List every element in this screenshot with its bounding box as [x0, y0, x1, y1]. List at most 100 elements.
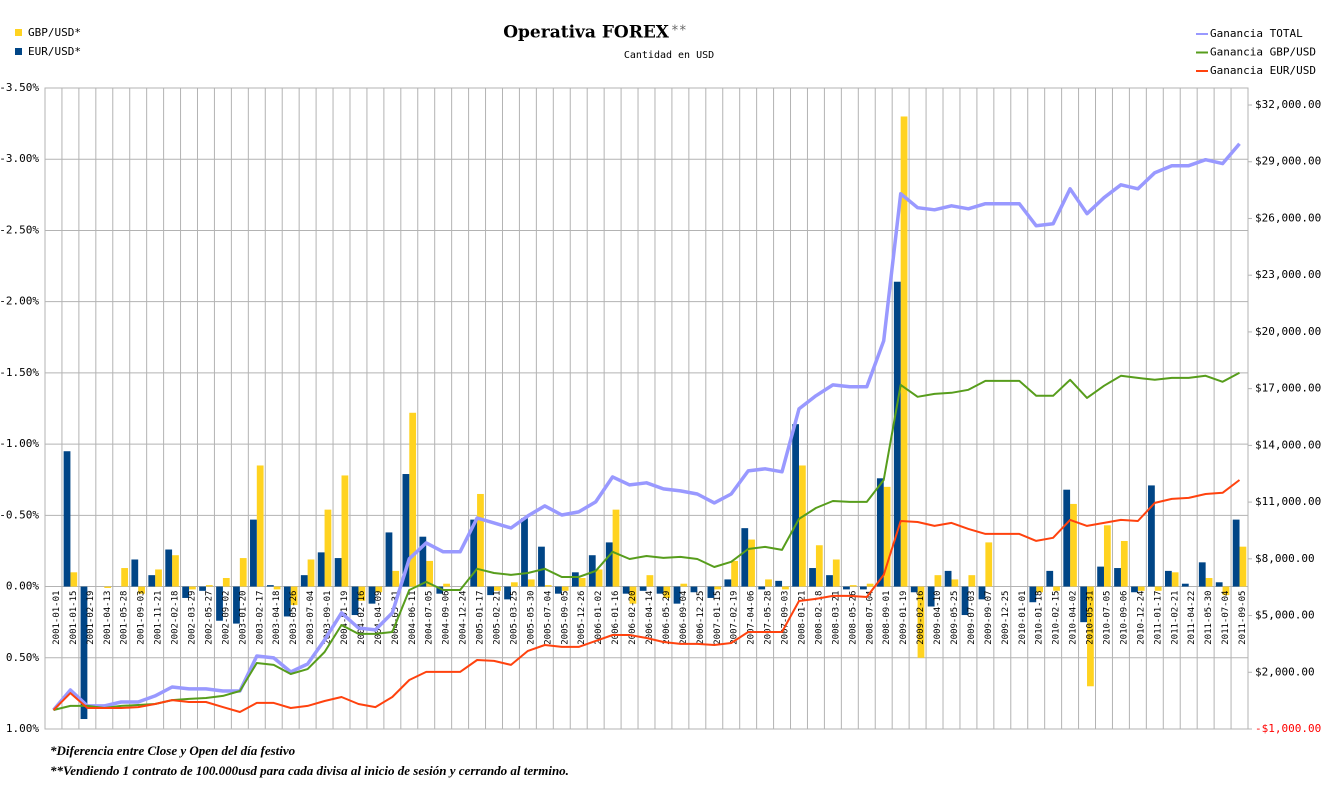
bar: [893, 281, 901, 587]
x-tick-label: 2006-12-25: [696, 591, 706, 645]
bar: [436, 586, 444, 594]
bar: [1087, 586, 1094, 687]
bar: [639, 586, 647, 591]
bar: [1154, 586, 1162, 591]
plot-area: [44, 87, 1249, 730]
bar: [968, 575, 976, 587]
bar: [300, 575, 308, 587]
y2-tick-label: $5,000.00: [1255, 609, 1315, 622]
bar: [555, 586, 562, 594]
bar: [1114, 568, 1121, 587]
bar: [283, 586, 291, 617]
bar: [826, 575, 833, 587]
bar: [859, 586, 867, 590]
x-tick-label: 2007-02-19: [730, 591, 740, 645]
bar: [402, 474, 410, 587]
bar: [233, 586, 240, 624]
bar: [1120, 540, 1128, 587]
x-tick-label: 2005-03-25: [510, 591, 520, 645]
x-tick-label: 2003-05-26: [289, 591, 299, 645]
x-tick-label: 2006-01-02: [594, 591, 604, 645]
bar: [419, 536, 427, 587]
bar: [527, 579, 535, 587]
x-tick-label: 2001-09-03: [137, 591, 147, 645]
y2-tick-label: $29,000.00: [1255, 155, 1321, 168]
y-tick-label: -2.50%: [0, 223, 39, 236]
x-tick-label: 2003-04-18: [272, 591, 282, 645]
bar: [595, 569, 603, 587]
bar: [1046, 570, 1054, 587]
bar: [561, 586, 569, 591]
bar: [1029, 586, 1037, 603]
y-tick-label: 0.00%: [6, 580, 39, 593]
x-tick-label: 2003-09-01: [323, 591, 333, 645]
legend-label: EUR/USD*: [28, 45, 81, 58]
x-tick-label: 2009-02-16: [916, 591, 926, 645]
bar: [663, 586, 671, 598]
bar: [588, 555, 596, 587]
bar: [104, 586, 112, 588]
chart-title: Operativa FOREX: [503, 23, 670, 43]
x-tick-label: 2006-05-29: [662, 591, 672, 645]
y-tick-label: -1.50%: [0, 366, 39, 379]
bar: [1103, 525, 1111, 587]
bar: [256, 465, 264, 587]
bar: [182, 586, 190, 598]
x-tick-label: 2004-05-31: [391, 591, 401, 645]
bar: [765, 579, 772, 587]
x-tick-label: 2004-02-16: [357, 591, 367, 645]
bar: [273, 586, 281, 590]
x-tick-label: 2006-02-20: [628, 591, 638, 645]
bar: [250, 519, 257, 587]
bar: [680, 583, 688, 587]
bar: [1053, 586, 1060, 591]
x-tick-label: 2011-01-17: [1153, 591, 1163, 645]
x-tick-label: 2009-04-10: [933, 591, 943, 645]
x-tick-label: 2005-07-04: [543, 591, 553, 645]
y-tick-label: 0.50%: [6, 651, 39, 664]
x-tick-label: 2001-04-13: [103, 591, 113, 645]
title-mark: **: [671, 24, 687, 39]
bar: [961, 586, 969, 616]
footnote: *Diferencia entre Close y Open del día f…: [50, 743, 296, 758]
bar: [409, 412, 417, 587]
bar: [656, 586, 664, 594]
bar: [724, 579, 732, 587]
bar: [165, 549, 173, 587]
x-tick-label: 2001-02-19: [86, 591, 96, 645]
bar: [199, 586, 206, 591]
y-tick-label: -3.00%: [0, 152, 39, 165]
bar: [843, 586, 850, 590]
bar: [477, 493, 484, 587]
y2-tick-label: -$1,000.00: [1255, 722, 1321, 735]
bar: [910, 586, 918, 593]
y2-tick-label: $11,000.00: [1255, 495, 1321, 508]
bar: [544, 585, 552, 587]
bar: [900, 116, 908, 587]
bar: [1131, 586, 1138, 593]
bar: [571, 572, 579, 587]
x-tick-label: 2005-02-21: [493, 591, 503, 645]
bar: [324, 509, 332, 587]
x-tick-label: 2005-01-17: [476, 591, 486, 645]
bar: [1181, 583, 1189, 587]
x-tick-label: 2008-03-21: [831, 591, 841, 645]
legend-label: Ganancia EUR/USD: [1210, 64, 1316, 77]
bar: [866, 583, 874, 587]
legend-label: Ganancia GBP/USD: [1210, 46, 1316, 59]
bar: [1232, 519, 1240, 587]
y2-tick-label: $2,000.00: [1255, 665, 1315, 678]
bar: [951, 579, 959, 587]
x-tick-label: 2008-05-26: [848, 591, 858, 645]
bar: [578, 578, 586, 587]
bar: [815, 545, 823, 587]
bar: [707, 586, 715, 598]
x-tick-label: 2002-09-02: [221, 591, 231, 645]
x-tick-label: 2009-12-25: [1001, 591, 1011, 645]
x-tick-label: 2005-12-26: [577, 591, 587, 645]
bar: [155, 569, 162, 587]
y-tick-label: -2.00%: [0, 295, 39, 308]
bar: [1080, 586, 1088, 623]
x-tick-label: 2002-03-29: [188, 591, 198, 645]
